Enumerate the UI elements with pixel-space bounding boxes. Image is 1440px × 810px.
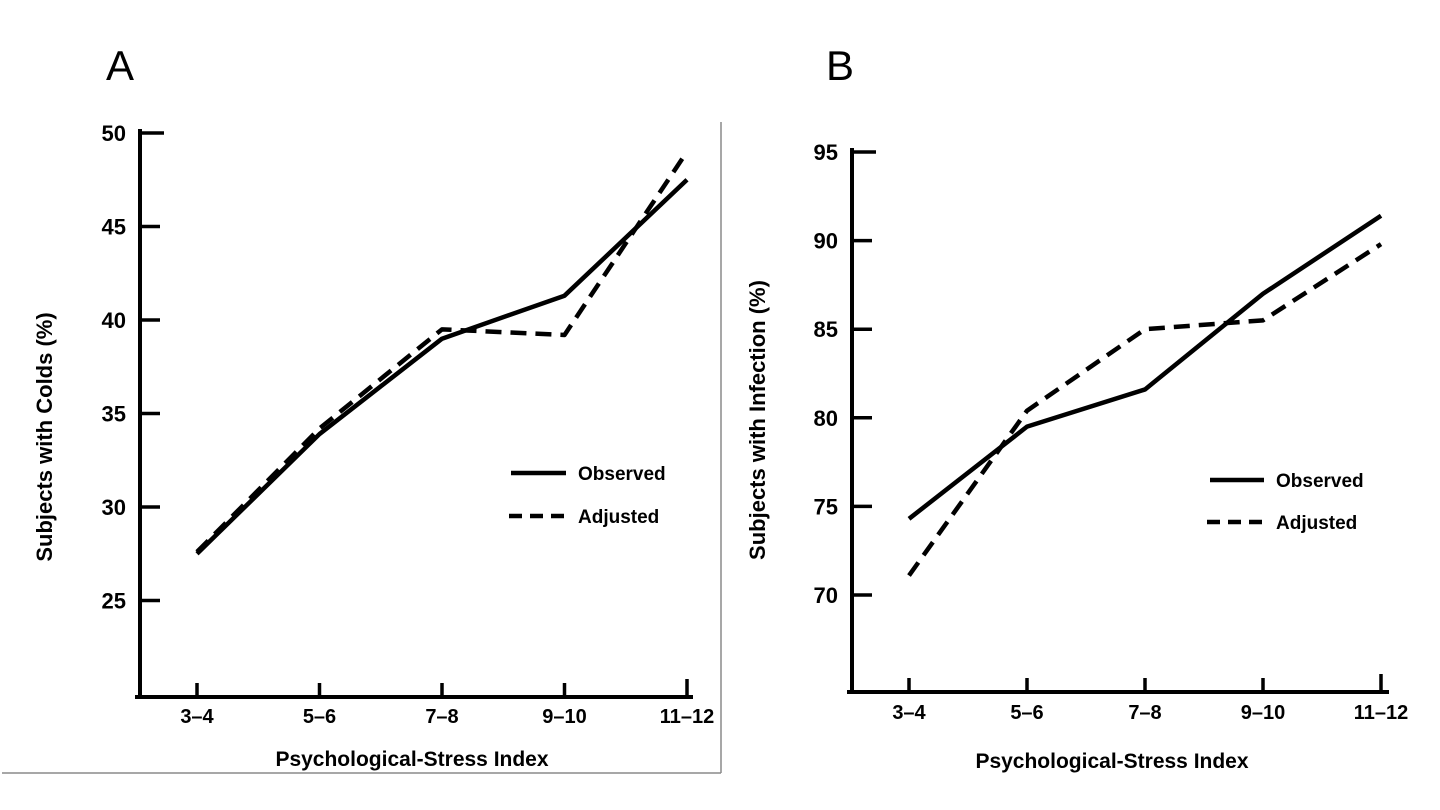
x-tick-label: 3–4 bbox=[180, 706, 214, 728]
legend-adjusted-label: Adjusted bbox=[578, 507, 659, 528]
panel-a-label: A bbox=[106, 42, 134, 89]
series-line-adjusted bbox=[195, 150, 689, 554]
panel-b: B Subjects with Infection (%) Psychologi… bbox=[745, 42, 1408, 773]
panel-a-legend: Observed Adjusted bbox=[509, 464, 666, 528]
x-tick-label: 9–10 bbox=[1241, 702, 1286, 724]
panel-b-legend: Observed Adjusted bbox=[1207, 471, 1364, 534]
panel-b-x-axis-title: Psychological-Stress Index bbox=[975, 750, 1248, 773]
y-tick-label: 85 bbox=[814, 317, 838, 342]
series-line-observed bbox=[195, 178, 689, 556]
y-tick-label: 25 bbox=[102, 589, 126, 614]
x-tick-label: 5–6 bbox=[303, 706, 336, 728]
legend-observed-label: Observed bbox=[578, 464, 666, 485]
panel-a-x-axis-title: Psychological-Stress Index bbox=[275, 748, 548, 771]
panel-b-plot: 70 75 80 85 90 95 3–4 5–6 7–8 9–10 11–12 bbox=[814, 140, 1409, 724]
y-tick-label: 50 bbox=[102, 121, 126, 146]
y-tick-label: 70 bbox=[814, 583, 838, 608]
panel-a-plot: 25 30 35 40 45 50 3–4 5–6 7–8 9–10 11–12 bbox=[102, 121, 715, 728]
x-tick-label: 3–4 bbox=[892, 702, 926, 724]
x-tick-label: 11–12 bbox=[1354, 702, 1409, 724]
x-tick-label: 5–6 bbox=[1010, 702, 1043, 724]
legend-observed-label: Observed bbox=[1276, 471, 1364, 492]
panel-b-y-axis-title: Subjects with Infection (%) bbox=[745, 280, 770, 560]
legend-adjusted-label: Adjusted bbox=[1276, 513, 1357, 534]
y-tick-label: 90 bbox=[814, 229, 838, 254]
y-tick-label: 40 bbox=[102, 308, 126, 333]
y-tick-label: 35 bbox=[102, 402, 126, 427]
x-tick-label: 11–12 bbox=[660, 706, 715, 728]
y-tick-label: 95 bbox=[814, 140, 838, 165]
y-tick-label: 45 bbox=[102, 215, 126, 240]
panel-a-y-axis-title: Subjects with Colds (%) bbox=[32, 312, 57, 561]
x-tick-label: 9–10 bbox=[542, 706, 587, 728]
series-line-adjusted bbox=[907, 242, 1383, 577]
y-tick-label: 30 bbox=[102, 495, 126, 520]
y-tick-label: 80 bbox=[814, 406, 838, 431]
panel-b-label: B bbox=[826, 42, 854, 89]
x-tick-label: 7–8 bbox=[1128, 702, 1161, 724]
panel-a: A Subjects with Colds (%) Psychological-… bbox=[2, 42, 722, 774]
series-line-observed bbox=[907, 213, 1383, 521]
y-tick-label: 75 bbox=[814, 494, 838, 519]
x-tick-label: 7–8 bbox=[425, 706, 458, 728]
